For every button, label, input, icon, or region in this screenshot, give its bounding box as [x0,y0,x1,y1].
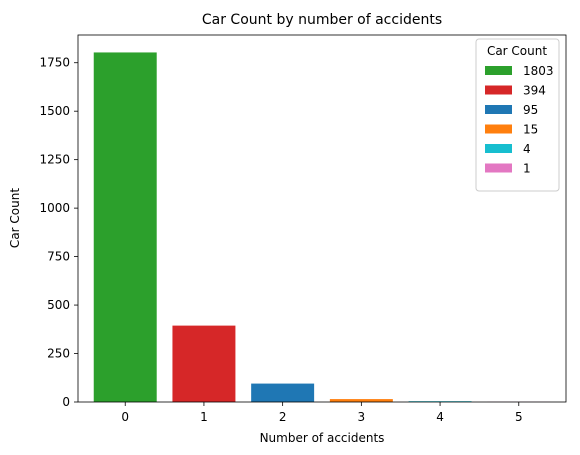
legend-label: 1 [523,162,531,176]
y-axis-ticks: 0 250 500 750 1000 1250 1500 1750 [39,56,78,409]
legend-swatch-1 [485,163,512,173]
x-axis-ticks: 0 1 2 3 4 5 [121,402,523,424]
x-tick-label: 1 [200,410,208,424]
legend-swatch-1803 [485,66,512,75]
y-tick-label: 1750 [39,56,70,70]
legend-swatch-15 [485,124,512,134]
bar-1 [172,325,236,402]
x-tick-label: 2 [279,410,287,424]
y-axis-label: Car Count [8,188,22,248]
x-tick-label: 4 [436,410,444,424]
legend-title: Car Count [487,44,547,58]
legend-label: 4 [523,142,531,156]
y-tick-label: 1000 [39,201,70,215]
y-tick-label: 1500 [39,104,70,118]
legend-label: 95 [523,103,538,117]
bar-0 [93,52,157,402]
legend-label: 15 [523,123,538,137]
bars-group [93,52,551,402]
legend-swatch-95 [485,105,512,114]
legend-label: 1803 [523,64,554,78]
legend: Car Count 1803 394 95 15 4 1 [475,38,560,192]
chart-title: Car Count by number of accidents [202,12,442,28]
y-tick-label: 0 [62,395,70,409]
legend-label: 394 [523,84,546,98]
x-tick-label: 5 [515,410,523,424]
y-tick-label: 1250 [39,153,70,167]
legend-swatch-4 [485,144,512,153]
x-tick-label: 0 [121,410,129,424]
legend-swatch-394 [485,85,512,95]
bar-2 [251,383,315,402]
y-tick-label: 500 [47,298,70,312]
x-axis-label: Number of accidents [260,431,385,445]
plot-frame [77,34,567,403]
y-tick-label: 750 [47,250,70,264]
y-tick-label: 250 [47,347,70,361]
x-tick-label: 3 [358,410,366,424]
bar-3 [329,399,393,402]
